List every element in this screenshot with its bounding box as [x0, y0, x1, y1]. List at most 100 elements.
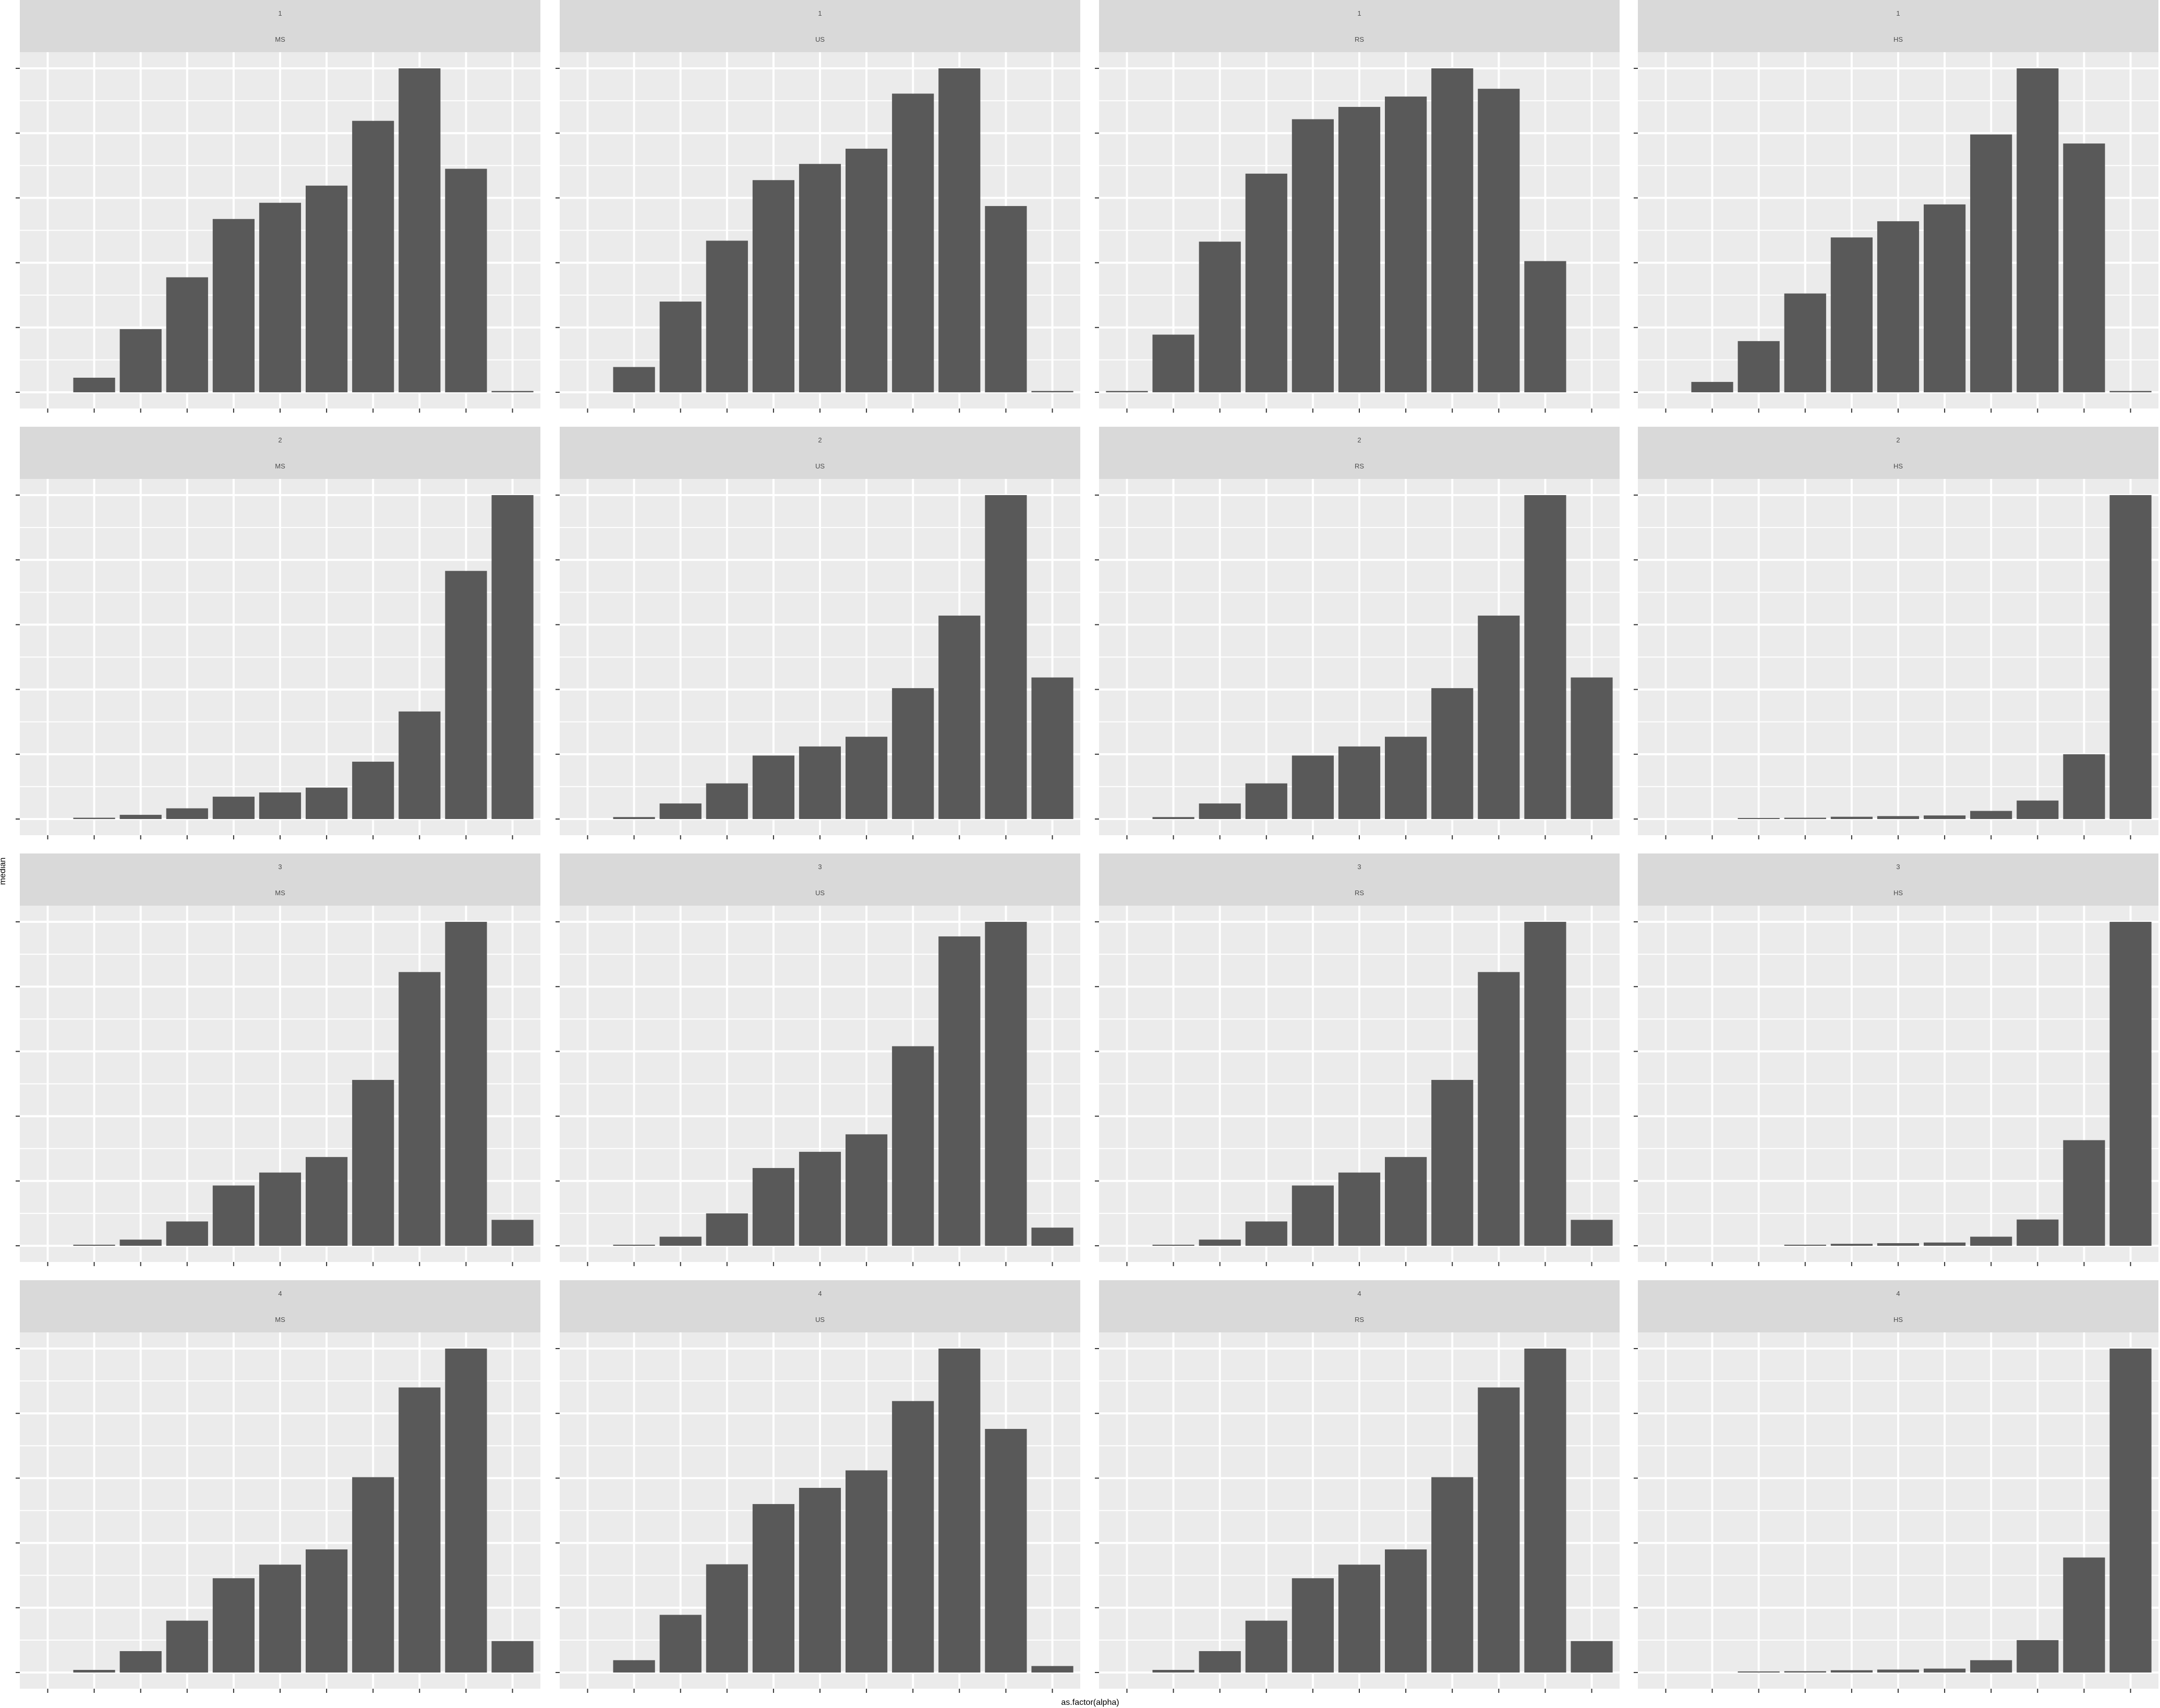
bar	[985, 206, 1027, 392]
bar	[1292, 1185, 1334, 1246]
bar	[1385, 737, 1427, 819]
facet-strip-row-label: 2	[818, 436, 822, 444]
bar	[1152, 1669, 1194, 1673]
facet-strip	[1099, 0, 1620, 52]
bar	[399, 1387, 441, 1673]
bar	[1877, 1243, 1920, 1246]
bar	[1338, 1565, 1381, 1673]
facet-strip	[20, 0, 540, 52]
facet-strip-row-label: 3	[1896, 863, 1900, 871]
panel-2-hs: 2 HS	[1634, 427, 2158, 839]
facet-panels: 1MS1US1RS1HS2MS2US2RS2HS3MS3US3RS3HS4MS4…	[16, 0, 2158, 1693]
bar	[659, 803, 702, 819]
panel-3-rs: 3 RS	[1095, 853, 1620, 1266]
facet-strip-row-label: 2	[1896, 436, 1900, 444]
bar	[1784, 817, 1826, 819]
bar	[706, 1564, 748, 1673]
facet-strip-col-label: MS	[275, 1316, 285, 1324]
bar	[73, 817, 115, 819]
bar	[166, 277, 208, 392]
bar	[2063, 1140, 2105, 1246]
bar	[352, 762, 394, 819]
bar	[2063, 143, 2105, 392]
bar	[1737, 1671, 1780, 1673]
bar	[1199, 803, 1241, 819]
bar	[352, 1080, 394, 1246]
bar	[259, 792, 301, 819]
bar	[706, 1213, 748, 1246]
facet-strip-col-label: RS	[1355, 1316, 1364, 1324]
bar	[1970, 1236, 2012, 1246]
facet-strip	[560, 0, 1080, 52]
bar	[752, 1168, 794, 1246]
bar	[799, 1151, 841, 1246]
bar	[306, 1549, 348, 1673]
bar	[73, 1669, 115, 1673]
bar	[352, 1477, 394, 1673]
bar	[1571, 1220, 1613, 1246]
bar	[119, 814, 162, 819]
bar	[306, 1157, 348, 1246]
bar	[846, 1134, 888, 1246]
facet-strip-row-label: 4	[1357, 1290, 1361, 1297]
bar	[846, 1470, 888, 1673]
y-axis-title: median	[0, 858, 7, 885]
bar	[2017, 1640, 2059, 1673]
bar	[445, 571, 487, 819]
bar	[1199, 1240, 1241, 1246]
bar	[491, 1641, 534, 1673]
bar	[1431, 1477, 1474, 1673]
facet-strip	[20, 427, 540, 479]
bar	[259, 1565, 301, 1673]
bar	[212, 797, 255, 819]
facet-strip	[1638, 1280, 2158, 1332]
panel-3-hs: 3 HS	[1634, 853, 2158, 1266]
bar	[2063, 1557, 2105, 1673]
bar	[399, 711, 441, 819]
panel-1-hs: 1 HS	[1634, 0, 2158, 413]
bar	[212, 219, 255, 392]
facet-strip-col-label: HS	[1893, 1316, 1903, 1324]
bar	[1784, 1671, 1826, 1673]
bar	[1199, 1651, 1241, 1673]
bar	[846, 737, 888, 819]
bar	[706, 240, 748, 392]
facet-strip-col-label: RS	[1355, 889, 1364, 897]
bar	[212, 1185, 255, 1246]
bar	[1478, 616, 1520, 819]
bar	[119, 1651, 162, 1673]
bar	[1737, 817, 1780, 819]
facet-strip-row-label: 3	[278, 863, 282, 871]
bar	[445, 169, 487, 392]
bar	[938, 616, 981, 819]
bar	[1877, 1669, 1920, 1673]
bar	[399, 972, 441, 1246]
bar	[985, 495, 1027, 819]
facet-strip-row-label: 1	[278, 9, 282, 17]
bar	[706, 783, 748, 819]
panel-3-ms: 3 MS	[16, 853, 540, 1266]
facet-strip-row-label: 4	[1896, 1290, 1900, 1297]
bar	[1478, 1387, 1520, 1673]
bar	[352, 121, 394, 392]
bar	[306, 185, 348, 392]
bar	[1571, 1641, 1613, 1673]
x-axis-title: as.factor(alpha)	[1061, 1698, 1119, 1707]
facet-strip-row-label: 4	[818, 1290, 822, 1297]
facet-strip-row-label: 1	[1896, 9, 1900, 17]
bar	[491, 391, 534, 392]
bar	[1431, 688, 1474, 819]
bar	[2017, 68, 2059, 392]
bar	[1784, 1244, 1826, 1246]
bar	[1152, 334, 1194, 392]
bar	[799, 164, 841, 392]
bar	[892, 1401, 934, 1673]
facet-strip-col-label: RS	[1355, 35, 1364, 43]
bar	[1292, 119, 1334, 392]
bar	[1478, 89, 1520, 392]
panel-4-hs: 4 HS	[1634, 1280, 2158, 1693]
bar	[166, 1620, 208, 1673]
bar	[2109, 922, 2152, 1246]
bar	[1106, 391, 1148, 392]
